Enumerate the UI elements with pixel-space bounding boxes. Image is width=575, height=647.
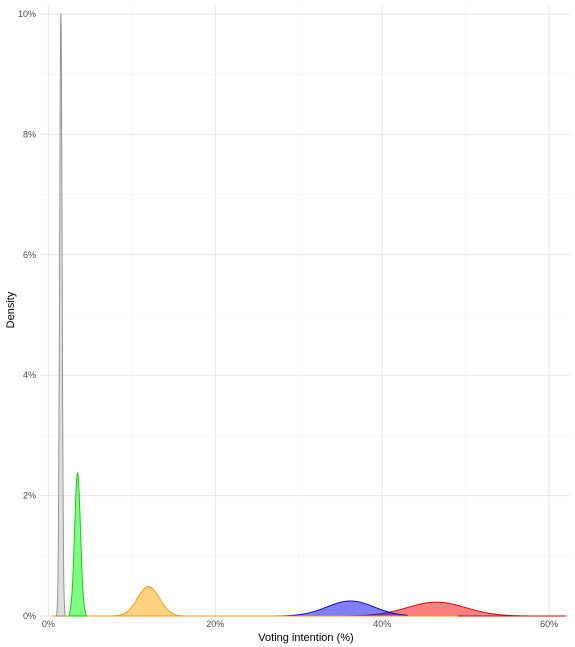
grid-major-lines xyxy=(40,5,570,616)
x-tick-label: 0% xyxy=(42,619,55,629)
y-tick-label: 0% xyxy=(23,611,36,621)
grid-minor-lines xyxy=(40,5,570,616)
density-area-3 xyxy=(249,601,408,616)
x-axis-title: Voting intention (%) xyxy=(258,632,353,644)
x-tick-label: 60% xyxy=(540,619,558,629)
y-axis-title: Density xyxy=(5,291,17,328)
x-tick-label: 40% xyxy=(373,619,391,629)
y-tick-labels: 0% 2% 4% 6% 8% 10% xyxy=(18,9,36,621)
density-area-1 xyxy=(69,473,86,616)
x-tick-label: 20% xyxy=(206,619,224,629)
y-tick-label: 8% xyxy=(23,129,36,139)
y-tick-label: 2% xyxy=(23,491,36,501)
x-tick-labels: 0% 20% 40% 60% xyxy=(42,619,558,629)
y-tick-label: 10% xyxy=(18,9,36,19)
y-tick-label: 6% xyxy=(23,250,36,260)
y-tick-label: 4% xyxy=(23,370,36,380)
